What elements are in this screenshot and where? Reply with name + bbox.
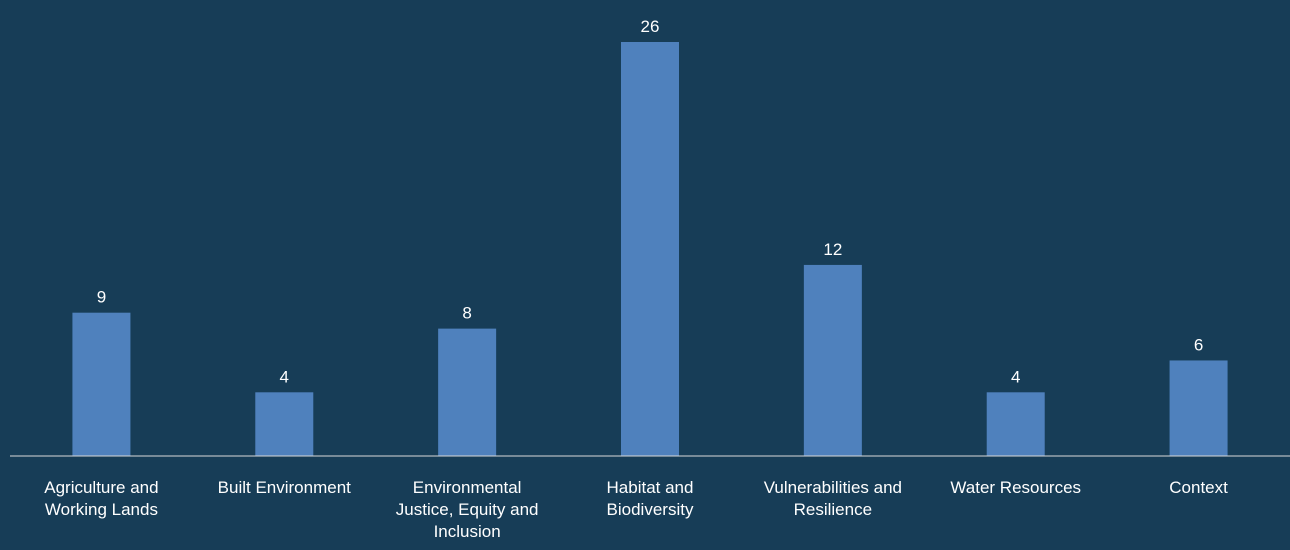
data-label-7: 6	[1194, 335, 1203, 354]
x-tick-label-line: Justice, Equity and	[396, 500, 539, 519]
x-tick-label-line: Biodiversity	[607, 500, 694, 519]
data-label-3: 8	[462, 304, 471, 323]
data-labels: 9 4 8 26 12 4 6	[97, 17, 1204, 386]
x-tick-label-line: Inclusion	[434, 522, 501, 541]
bar-3	[438, 328, 497, 456]
bar-5	[803, 264, 862, 456]
x-tick-labels: Agriculture and Working Lands Built Enviro…	[44, 478, 1228, 541]
x-tick-label-5: Vulnerabilities and Resilience	[764, 478, 902, 519]
data-label-4: 26	[641, 17, 660, 36]
bar-1	[72, 312, 131, 456]
x-tick-label-line: Agriculture and	[44, 478, 158, 497]
data-label-1: 9	[97, 288, 106, 307]
x-tick-label-line: Built Environment	[218, 478, 352, 497]
x-tick-label-3: Environmental Justice, Equity and Inclusio…	[396, 478, 539, 541]
x-tick-label-7: Context	[1169, 478, 1228, 497]
x-tick-label-line: Environmental	[413, 478, 522, 497]
x-tick-label-line: Working Lands	[45, 500, 158, 519]
x-tick-label-1: Agriculture and Working Lands	[44, 478, 158, 519]
data-label-5: 12	[823, 240, 842, 259]
data-label-6: 4	[1011, 367, 1020, 386]
x-tick-label-line: Vulnerabilities and	[764, 478, 902, 497]
x-tick-label-line: Water Resources	[950, 478, 1081, 497]
bar-4	[621, 42, 679, 456]
x-tick-label-2: Built Environment	[218, 478, 352, 497]
bar-6	[986, 392, 1045, 456]
x-tick-label-line: Resilience	[794, 500, 872, 519]
x-tick-label-line: Context	[1169, 478, 1228, 497]
x-tick-label-4: Habitat and Biodiversity	[607, 478, 694, 519]
x-tick-label-6: Water Resources	[950, 478, 1081, 497]
data-label-2: 4	[280, 367, 289, 386]
bar-series	[72, 42, 1228, 456]
bar-2	[255, 392, 314, 456]
x-tick-label-line: Habitat and	[607, 478, 694, 497]
bar-7	[1169, 360, 1228, 456]
